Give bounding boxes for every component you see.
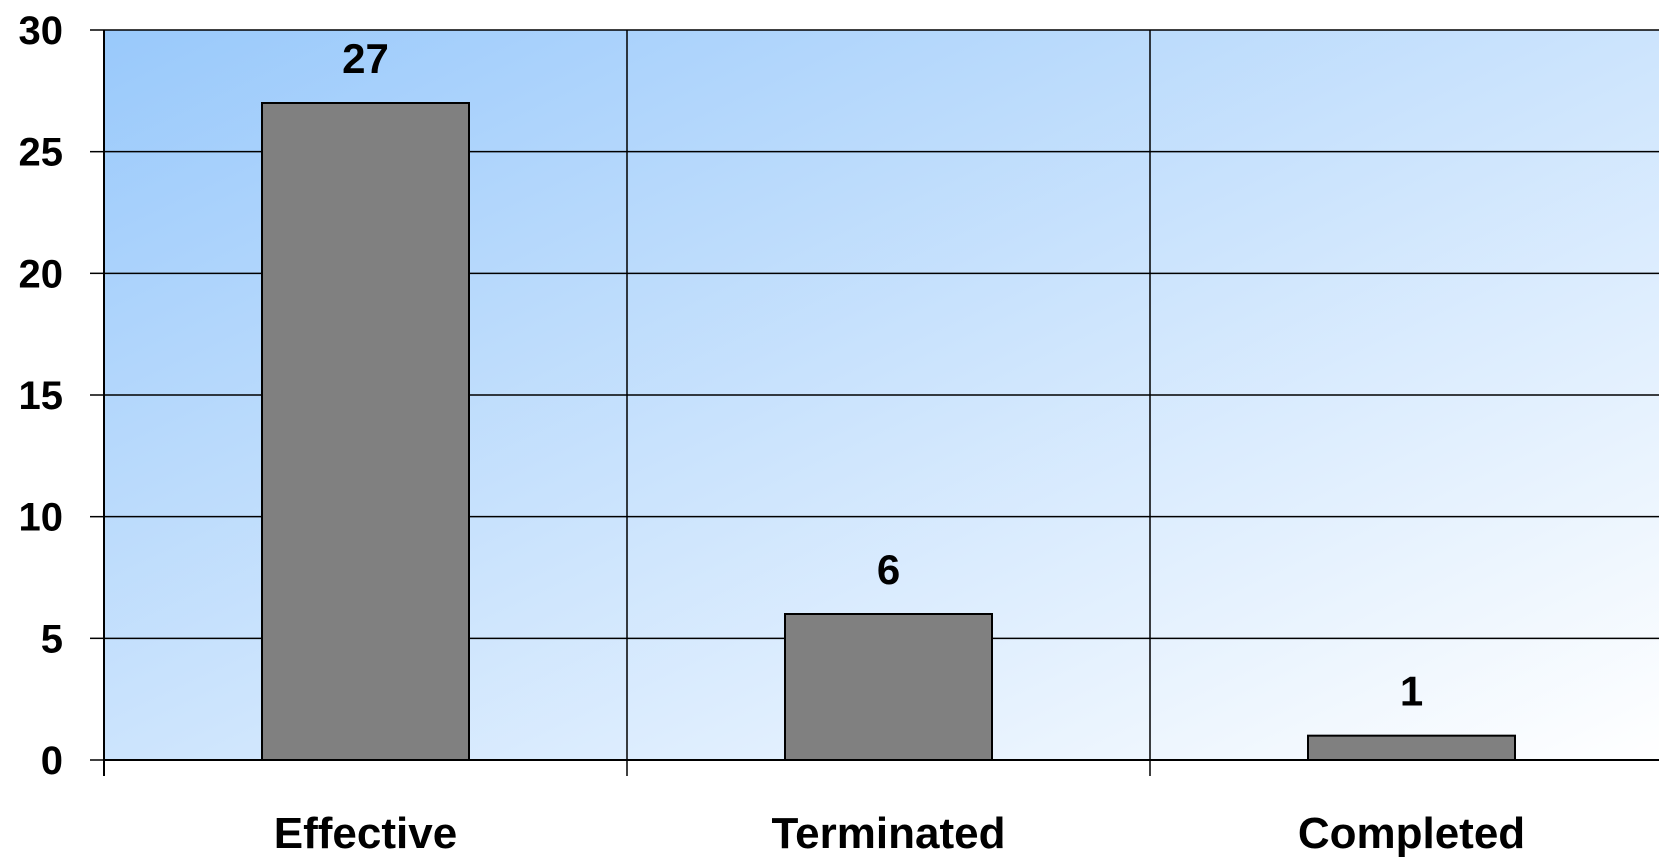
bar-completed — [1307, 734, 1516, 762]
y-tick-label: 10 — [19, 496, 64, 540]
y-tick-label: 25 — [19, 131, 64, 175]
bar-effective — [261, 102, 470, 761]
data-label-completed: 1 — [1400, 668, 1423, 715]
x-category-label-effective: Effective — [274, 809, 457, 858]
bar-terminated — [784, 613, 993, 761]
data-label-terminated: 6 — [877, 546, 900, 593]
y-tick-label: 15 — [19, 374, 64, 418]
y-tick-label: 20 — [19, 252, 64, 296]
x-category-label-terminated: Terminated — [772, 809, 1006, 858]
axes — [90, 29, 1659, 776]
y-tick-label: 0 — [41, 739, 63, 783]
y-tick-label: 30 — [19, 9, 64, 53]
data-label-effective: 27 — [342, 35, 389, 82]
y-tick-label: 5 — [41, 617, 63, 661]
x-category-label-completed: Completed — [1298, 809, 1525, 858]
labels: 0 5 10 15 20 25 30 27 Effective 6 Terminated 1 Compl… — [19, 9, 1526, 858]
bars — [261, 102, 1516, 762]
